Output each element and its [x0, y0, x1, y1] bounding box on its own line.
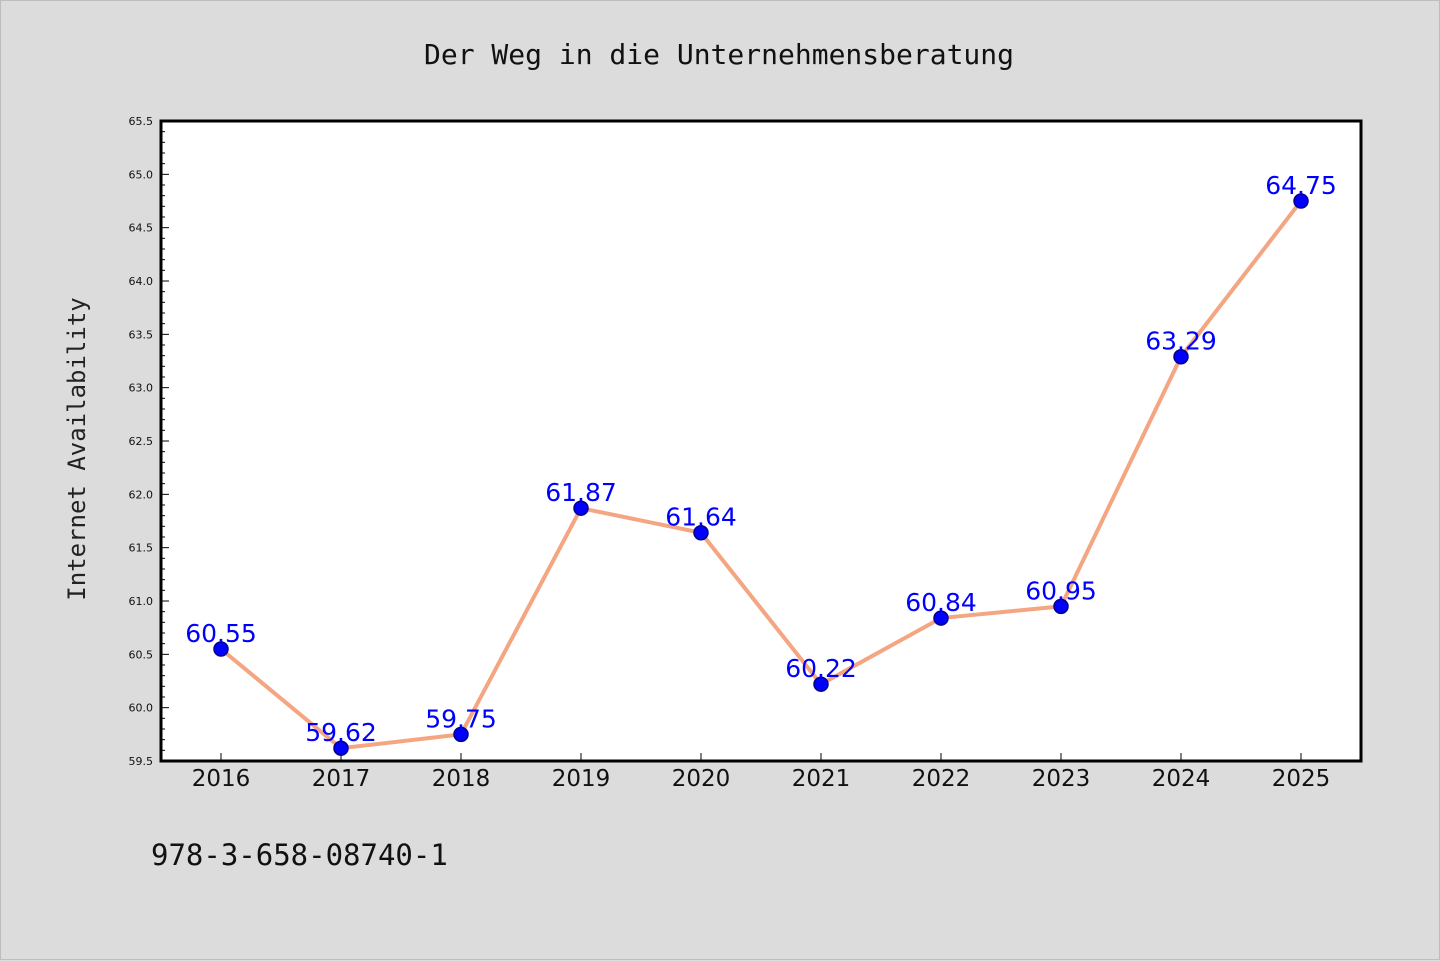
series-line: [219, 199, 1303, 751]
isbn-footer: 978-3-658-08740-1: [151, 838, 448, 872]
data-labels: 60.55 59.62 59.75 61.87 61.64 60.22 60.84 60.95…: [185, 171, 1337, 747]
x-tick-label: 2018: [432, 766, 491, 792]
data-point-marker: [1293, 193, 1309, 209]
y-tick-label: 63.0: [129, 382, 154, 395]
y-tick-label: 61.0: [129, 595, 154, 608]
x-tick-label: 2020: [672, 766, 731, 792]
data-point-marker: [813, 676, 829, 692]
data-label: 60.95: [1025, 576, 1097, 605]
y-tick-label: 59.5: [129, 755, 154, 768]
data-point-marker: [333, 740, 349, 756]
x-tick-label: 2025: [1272, 766, 1331, 792]
data-point-marker: [693, 524, 709, 541]
data-label: 64.75: [1265, 171, 1337, 200]
axis-ticks: 59.5 60.0 60.5 61.0 61.5 62.0 62.5 63.0 63.5 64.0…: [129, 115, 1331, 792]
y-axis-label: Internet Availability: [63, 297, 91, 600]
data-label: 63.29: [1145, 327, 1217, 356]
plot-area: [159, 119, 1363, 763]
y-tick-label: 65.5: [129, 115, 154, 128]
x-tick-label: 2019: [552, 766, 611, 792]
data-point-marker: [1053, 598, 1069, 615]
series-line-group: [213, 193, 1309, 756]
data-point-marker: [573, 500, 589, 516]
y-tick-label: 62.0: [129, 488, 154, 501]
x-tick-label: 2016: [192, 766, 251, 792]
x-tick-label: 2024: [1152, 766, 1211, 792]
x-tick-label: 2017: [312, 766, 371, 792]
y-tick-label: 63.5: [129, 328, 154, 341]
chart-title: Der Weg in die Unternehmensberatung: [424, 38, 1014, 71]
data-label: 61.64: [665, 503, 737, 532]
x-tick-label: 2021: [792, 766, 851, 792]
data-point-marker: [213, 641, 229, 657]
y-tick-label: 64.5: [129, 222, 154, 235]
y-tick-label: 65.0: [129, 168, 154, 181]
y-tick-label: 60.0: [129, 702, 154, 715]
data-label: 61.87: [545, 478, 617, 507]
data-label: 60.55: [185, 619, 257, 648]
data-point-marker: [933, 610, 949, 626]
x-tick-label: 2023: [1032, 766, 1091, 792]
data-point-marker: [1173, 348, 1189, 365]
data-label: 60.84: [905, 588, 977, 617]
y-tick-label: 61.5: [129, 542, 154, 555]
y-tick-label: 64.0: [129, 275, 154, 288]
y-tick-label: 62.5: [129, 435, 154, 448]
data-label: 60.22: [785, 654, 857, 683]
data-label: 59.62: [305, 718, 377, 747]
data-label: 59.75: [425, 704, 497, 733]
x-tick-label: 2022: [912, 766, 971, 792]
data-point-marker: [453, 726, 469, 743]
y-tick-label: 60.5: [129, 648, 154, 661]
